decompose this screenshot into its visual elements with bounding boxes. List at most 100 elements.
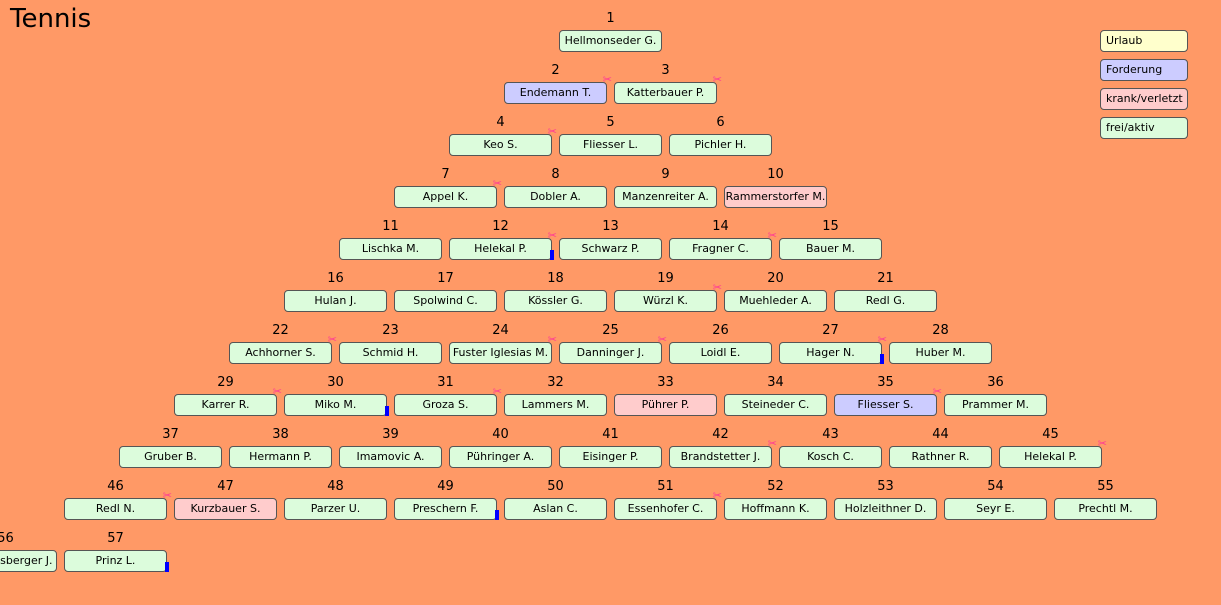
rank-number: 45 bbox=[1042, 427, 1059, 442]
player-box[interactable]: Schwarz P. bbox=[559, 238, 662, 260]
player-box[interactable]: Huber M. bbox=[889, 342, 992, 364]
player-box[interactable]: Schmid H. bbox=[339, 342, 442, 364]
player-box[interactable]: Bauer M. bbox=[779, 238, 882, 260]
player-box[interactable]: Kurzbauer S. bbox=[174, 498, 277, 520]
rank-number: 42 bbox=[712, 427, 729, 442]
player-box[interactable]: Aslan C. bbox=[504, 498, 607, 520]
player-box[interactable]: Preschern F. bbox=[394, 498, 499, 520]
player-box[interactable]: Loidl E. bbox=[669, 342, 772, 364]
player-box[interactable]: Holzleithner D. bbox=[834, 498, 937, 520]
player-name: Rammerstorfer M. bbox=[725, 190, 826, 203]
player-box[interactable]: Katterbauer P. ✂ bbox=[614, 74, 722, 104]
player-box[interactable]: Hulan J. bbox=[284, 290, 387, 312]
player-box[interactable]: Appel K. ✂ bbox=[394, 178, 502, 208]
player-box[interactable]: Pührer P. bbox=[614, 394, 717, 416]
player-box[interactable]: Imamovic A. bbox=[339, 446, 442, 468]
rank-number: 4 bbox=[496, 115, 505, 130]
player-box[interactable]: Helekal P. ✂ bbox=[999, 438, 1107, 468]
player-box[interactable]: Karrer R. ✂ bbox=[174, 386, 282, 416]
player-box[interactable]: Hager N. ✂ bbox=[779, 334, 887, 364]
player-name: Lischka M. bbox=[361, 242, 420, 255]
player-box[interactable]: Achhorner S. ✂ bbox=[229, 334, 337, 364]
player-box[interactable]: Kosch C. bbox=[779, 446, 882, 468]
player-box[interactable]: Hoffmann K. bbox=[724, 498, 827, 520]
player-box[interactable]: Danninger J. ✂ bbox=[559, 334, 667, 364]
player-box[interactable]: Rumpelsberger J. bbox=[0, 550, 57, 572]
comment-marker-icon bbox=[495, 510, 499, 520]
player-box[interactable]: Prinz L. bbox=[64, 550, 169, 572]
rank-number: 34 bbox=[767, 375, 784, 390]
player-name: Parzer U. bbox=[310, 502, 361, 515]
legend-krank: krank/verletzt bbox=[1100, 88, 1188, 110]
rank-number: 14 bbox=[712, 219, 729, 234]
player-box[interactable]: Spolwind C. bbox=[394, 290, 497, 312]
legend-frei: frei/aktiv bbox=[1100, 117, 1188, 139]
player-name: Gruber B. bbox=[144, 450, 197, 463]
player-box[interactable]: Prammer M. bbox=[944, 394, 1047, 416]
player-box[interactable]: Hellmonseder G. bbox=[559, 30, 662, 52]
rank-number: 53 bbox=[877, 479, 894, 494]
player-box[interactable]: Fliesser L. bbox=[559, 134, 662, 156]
player-name: Preschern F. bbox=[412, 502, 479, 515]
player-name: Helekal P. bbox=[1024, 450, 1077, 463]
player-box[interactable]: Steineder C. bbox=[724, 394, 827, 416]
rank-number: 24 bbox=[492, 323, 509, 338]
player-box[interactable]: Eisinger P. bbox=[559, 446, 662, 468]
player-box[interactable]: Pichler H. bbox=[669, 134, 772, 156]
player-name: Lammers M. bbox=[521, 398, 590, 411]
player-box[interactable]: Redl N. ✂ bbox=[64, 490, 172, 520]
player-box[interactable]: Lischka M. bbox=[339, 238, 442, 260]
player-box[interactable]: Seyr E. bbox=[944, 498, 1047, 520]
rank-number: 51 bbox=[657, 479, 674, 494]
player-name: Appel K. bbox=[422, 190, 469, 203]
player-box[interactable]: Würzl K. ✂ bbox=[614, 282, 722, 312]
player-box[interactable]: Prechtl M. bbox=[1054, 498, 1157, 520]
comment-marker-icon bbox=[385, 406, 389, 416]
player-box[interactable]: Fragner C. ✂ bbox=[669, 230, 777, 260]
player-box[interactable]: Lammers M. bbox=[504, 394, 607, 416]
player-name: Huber M. bbox=[915, 346, 966, 359]
rank-number: 57 bbox=[107, 531, 124, 546]
player-box[interactable]: Fliesser S. ✂ bbox=[834, 386, 942, 416]
player-name: Fliesser S. bbox=[857, 398, 914, 411]
player-box[interactable]: Brandstetter J. ✂ bbox=[669, 438, 777, 468]
scissors-icon: ✂ bbox=[327, 333, 337, 346]
scissors-icon: ✂ bbox=[932, 385, 942, 398]
rank-number: 31 bbox=[437, 375, 454, 390]
rank-number: 50 bbox=[547, 479, 564, 494]
player-box[interactable]: Rammerstorfer M. bbox=[724, 186, 827, 208]
player-box[interactable]: Gruber B. bbox=[119, 446, 222, 468]
player-box[interactable]: Endemann T. ✂ bbox=[504, 74, 612, 104]
player-box[interactable]: Muehleder A. bbox=[724, 290, 827, 312]
player-box[interactable]: Fuster Iglesias M. ✂ bbox=[449, 334, 557, 364]
scissors-icon: ✂ bbox=[1097, 437, 1107, 450]
player-box[interactable]: Kössler G. bbox=[504, 290, 607, 312]
scissors-icon: ✂ bbox=[712, 281, 722, 294]
player-name: Steineder C. bbox=[741, 398, 810, 411]
comment-marker-icon bbox=[880, 354, 884, 364]
player-box[interactable]: Hermann P. bbox=[229, 446, 332, 468]
player-name: Miko M. bbox=[314, 398, 357, 411]
player-box[interactable]: Pühringer A. bbox=[449, 446, 552, 468]
player-box[interactable]: Manzenreiter A. bbox=[614, 186, 717, 208]
player-box[interactable]: Groza S. ✂ bbox=[394, 386, 502, 416]
player-box[interactable]: Redl G. bbox=[834, 290, 937, 312]
player-box[interactable]: Helekal P. ✂ bbox=[449, 230, 557, 260]
player-box[interactable]: Parzer U. bbox=[284, 498, 387, 520]
rank-number: 11 bbox=[382, 219, 399, 234]
player-name: Pühringer A. bbox=[466, 450, 535, 463]
player-name: Holzleithner D. bbox=[844, 502, 927, 515]
player-name: Hermann P. bbox=[249, 450, 312, 463]
player-box[interactable]: Miko M. bbox=[284, 394, 389, 416]
player-box[interactable]: Dobler A. bbox=[504, 186, 607, 208]
player-box[interactable]: Essenhofer C. ✂ bbox=[614, 490, 722, 520]
player-name: Spolwind C. bbox=[413, 294, 478, 307]
player-name: Fragner C. bbox=[692, 242, 749, 255]
player-name: Keo S. bbox=[483, 138, 518, 151]
player-name: Prammer M. bbox=[962, 398, 1029, 411]
scissors-icon: ✂ bbox=[547, 125, 557, 138]
rank-number: 36 bbox=[987, 375, 1004, 390]
player-box[interactable]: Keo S. ✂ bbox=[449, 126, 557, 156]
comment-marker-icon bbox=[165, 562, 169, 572]
player-box[interactable]: Rathner R. bbox=[889, 446, 992, 468]
